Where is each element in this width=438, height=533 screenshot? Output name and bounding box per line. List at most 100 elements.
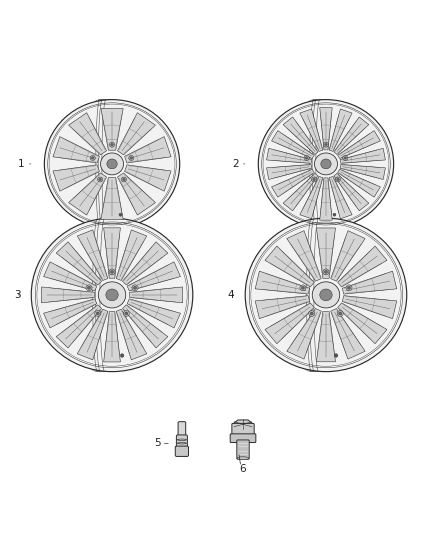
Polygon shape bbox=[101, 177, 123, 220]
Polygon shape bbox=[340, 148, 385, 164]
Ellipse shape bbox=[305, 157, 308, 159]
Polygon shape bbox=[329, 176, 352, 219]
Text: 2: 2 bbox=[232, 159, 239, 169]
Ellipse shape bbox=[31, 218, 193, 372]
Polygon shape bbox=[267, 164, 312, 180]
Ellipse shape bbox=[87, 286, 91, 289]
Polygon shape bbox=[88, 218, 112, 372]
Polygon shape bbox=[127, 262, 180, 291]
Ellipse shape bbox=[336, 177, 340, 182]
Polygon shape bbox=[77, 309, 108, 360]
Polygon shape bbox=[283, 173, 318, 211]
Ellipse shape bbox=[346, 285, 352, 290]
Polygon shape bbox=[77, 230, 108, 280]
Polygon shape bbox=[104, 228, 120, 278]
Ellipse shape bbox=[101, 153, 124, 175]
Polygon shape bbox=[334, 117, 369, 155]
Ellipse shape bbox=[321, 159, 331, 169]
Polygon shape bbox=[92, 100, 112, 228]
Polygon shape bbox=[265, 246, 314, 287]
Ellipse shape bbox=[110, 270, 113, 273]
Ellipse shape bbox=[258, 100, 394, 228]
Polygon shape bbox=[338, 246, 387, 287]
Ellipse shape bbox=[123, 178, 125, 181]
Ellipse shape bbox=[111, 143, 113, 146]
Ellipse shape bbox=[343, 156, 348, 160]
Polygon shape bbox=[117, 173, 155, 215]
Polygon shape bbox=[334, 173, 369, 211]
Polygon shape bbox=[287, 309, 321, 359]
Text: 6: 6 bbox=[240, 464, 246, 474]
Polygon shape bbox=[287, 231, 321, 281]
Ellipse shape bbox=[309, 311, 315, 317]
Polygon shape bbox=[343, 296, 397, 319]
Polygon shape bbox=[116, 230, 147, 280]
Circle shape bbox=[120, 354, 124, 357]
Polygon shape bbox=[53, 165, 99, 191]
Ellipse shape bbox=[312, 282, 340, 308]
Polygon shape bbox=[283, 117, 318, 155]
Ellipse shape bbox=[339, 312, 342, 315]
Polygon shape bbox=[316, 311, 336, 362]
Ellipse shape bbox=[325, 143, 327, 146]
Ellipse shape bbox=[106, 289, 118, 301]
Polygon shape bbox=[320, 108, 332, 150]
Ellipse shape bbox=[86, 285, 92, 290]
Polygon shape bbox=[104, 312, 120, 362]
Text: 5: 5 bbox=[154, 438, 161, 448]
Text: 1: 1 bbox=[18, 159, 25, 169]
Polygon shape bbox=[56, 242, 102, 285]
Circle shape bbox=[333, 213, 336, 216]
Polygon shape bbox=[124, 165, 171, 191]
Ellipse shape bbox=[99, 178, 102, 181]
FancyBboxPatch shape bbox=[175, 446, 188, 456]
Ellipse shape bbox=[325, 270, 328, 273]
Polygon shape bbox=[302, 218, 326, 372]
Polygon shape bbox=[331, 309, 365, 359]
Polygon shape bbox=[123, 305, 168, 348]
Polygon shape bbox=[69, 173, 106, 215]
FancyBboxPatch shape bbox=[232, 423, 254, 436]
Polygon shape bbox=[255, 271, 310, 294]
Ellipse shape bbox=[323, 142, 328, 147]
Polygon shape bbox=[316, 228, 336, 278]
Ellipse shape bbox=[96, 312, 99, 315]
Ellipse shape bbox=[44, 100, 180, 228]
Circle shape bbox=[119, 213, 122, 216]
Polygon shape bbox=[53, 136, 99, 163]
Polygon shape bbox=[338, 303, 387, 344]
Ellipse shape bbox=[336, 178, 339, 181]
Polygon shape bbox=[272, 131, 314, 159]
Ellipse shape bbox=[301, 286, 304, 289]
Ellipse shape bbox=[237, 457, 249, 460]
Polygon shape bbox=[123, 242, 168, 285]
Ellipse shape bbox=[92, 157, 94, 159]
Polygon shape bbox=[265, 303, 314, 344]
Text: 4: 4 bbox=[228, 290, 234, 300]
Ellipse shape bbox=[121, 177, 127, 182]
FancyBboxPatch shape bbox=[230, 434, 256, 442]
Polygon shape bbox=[127, 299, 180, 328]
Polygon shape bbox=[130, 287, 183, 303]
Polygon shape bbox=[340, 164, 385, 180]
Text: 3: 3 bbox=[14, 290, 20, 300]
Ellipse shape bbox=[107, 159, 117, 169]
Ellipse shape bbox=[323, 269, 329, 275]
Polygon shape bbox=[320, 178, 332, 220]
Polygon shape bbox=[300, 109, 323, 151]
Circle shape bbox=[334, 354, 338, 357]
Ellipse shape bbox=[98, 282, 126, 308]
Polygon shape bbox=[300, 176, 323, 219]
Ellipse shape bbox=[310, 312, 313, 315]
Ellipse shape bbox=[245, 218, 407, 372]
Ellipse shape bbox=[314, 153, 337, 175]
Polygon shape bbox=[343, 271, 397, 294]
Polygon shape bbox=[338, 131, 380, 159]
Ellipse shape bbox=[95, 311, 101, 317]
Ellipse shape bbox=[90, 156, 95, 160]
Ellipse shape bbox=[337, 311, 343, 317]
Polygon shape bbox=[267, 148, 312, 164]
Ellipse shape bbox=[110, 142, 115, 147]
Ellipse shape bbox=[134, 286, 137, 289]
Ellipse shape bbox=[304, 156, 309, 160]
